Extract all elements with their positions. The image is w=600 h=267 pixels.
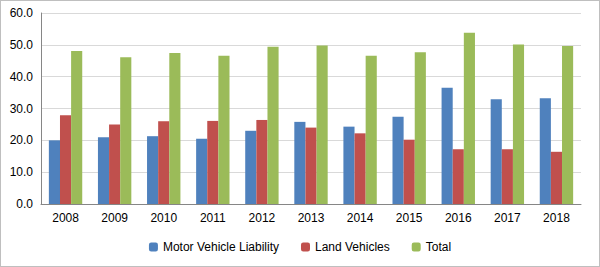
svg-text:2011: 2011 bbox=[200, 211, 226, 225]
svg-text:2009: 2009 bbox=[101, 211, 128, 225]
svg-text:Motor Vehicle Liability: Motor Vehicle Liability bbox=[163, 240, 279, 254]
svg-text:2018: 2018 bbox=[543, 211, 570, 225]
svg-text:2014: 2014 bbox=[347, 211, 374, 225]
svg-text:Total: Total bbox=[426, 240, 451, 254]
svg-text:2016: 2016 bbox=[445, 211, 472, 225]
svg-text:30.0: 30.0 bbox=[10, 102, 34, 116]
svg-text:2013: 2013 bbox=[298, 211, 325, 225]
svg-text:0.0: 0.0 bbox=[16, 197, 33, 211]
svg-text:Land Vehicles: Land Vehicles bbox=[315, 240, 390, 254]
svg-text:2012: 2012 bbox=[249, 211, 276, 225]
svg-text:2010: 2010 bbox=[150, 211, 177, 225]
svg-text:20.0: 20.0 bbox=[10, 133, 34, 147]
svg-text:40.0: 40.0 bbox=[10, 70, 34, 84]
svg-text:50.0: 50.0 bbox=[10, 38, 34, 52]
svg-text:2017: 2017 bbox=[494, 211, 521, 225]
svg-text:2008: 2008 bbox=[52, 211, 79, 225]
svg-text:10.0: 10.0 bbox=[10, 165, 34, 179]
svg-text:2015: 2015 bbox=[396, 211, 423, 225]
svg-text:60.0: 60.0 bbox=[10, 6, 34, 20]
